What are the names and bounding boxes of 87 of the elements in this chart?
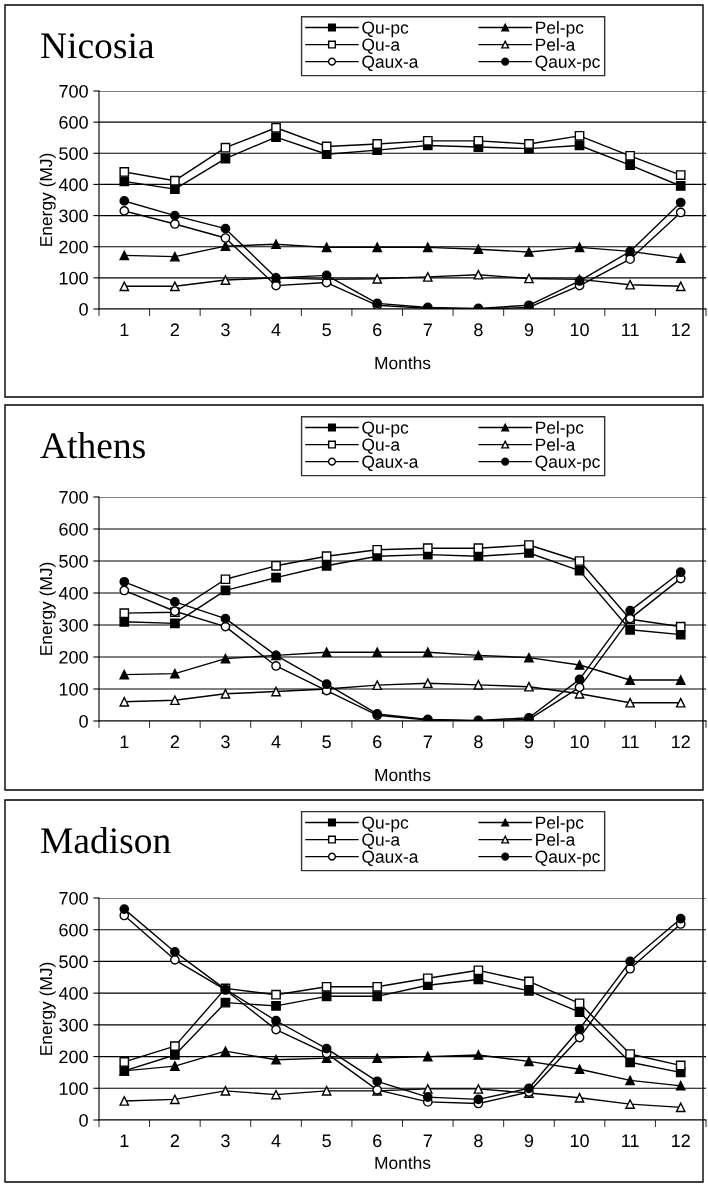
x-tick-label: 7 xyxy=(423,323,432,336)
y-tick-label: 700 xyxy=(59,490,88,504)
y-tick-label: 200 xyxy=(59,240,88,254)
y-tick-label: 700 xyxy=(59,84,88,98)
x-tick-label: 12 xyxy=(672,323,690,336)
x-axis-title: Months xyxy=(375,356,431,370)
legend-label: Qu-pc xyxy=(362,21,409,38)
x-tick-label: 6 xyxy=(373,1134,382,1148)
x-tick-label: 2 xyxy=(170,735,179,748)
y-tick-label: 300 xyxy=(59,1018,88,1032)
y-tick-label: 0 xyxy=(79,1113,88,1127)
x-tick-label: 1 xyxy=(120,323,129,336)
x-tick-label: 5 xyxy=(322,323,331,337)
legend-label: Qaux-a xyxy=(362,55,419,71)
x-tick-label: 8 xyxy=(474,1134,483,1148)
y-axis-title: Energy (MJ) xyxy=(39,153,56,246)
legend-label: Qu-a xyxy=(362,438,401,454)
x-tick-label: 1 xyxy=(120,1134,129,1147)
y-tick-label: 700 xyxy=(59,891,88,905)
y-tick-label: 200 xyxy=(59,1050,88,1064)
legend-label: Qu-pc xyxy=(362,816,409,833)
y-tick-label: 100 xyxy=(59,271,88,285)
x-tick-label: 2 xyxy=(170,323,179,336)
x-tick-label: 12 xyxy=(672,735,690,748)
y-tick-label: 400 xyxy=(58,586,88,600)
y-tick-label: 500 xyxy=(59,955,88,969)
x-tick-label: 10 xyxy=(570,1134,589,1148)
x-tick-label: 7 xyxy=(423,1134,432,1147)
x-tick-label: 9 xyxy=(524,735,534,749)
x-tick-label: 7 xyxy=(423,735,432,748)
y-tick-label: 300 xyxy=(59,618,88,632)
y-tick-label: 400 xyxy=(58,178,88,192)
x-tick-label: 8 xyxy=(474,735,483,749)
legend-label: Qaux-a xyxy=(362,455,419,471)
legend-label: Qaux-a xyxy=(362,850,419,866)
y-tick-label: 100 xyxy=(59,682,88,696)
legend-label: Qaux-pc xyxy=(535,850,600,867)
legend-label: Qu-pc xyxy=(362,421,409,438)
x-tick-label: 12 xyxy=(672,1134,690,1147)
legend-label: Qu-a xyxy=(362,38,401,54)
x-tick-label: 4 xyxy=(271,1134,281,1147)
chart-title: Nicosia xyxy=(41,33,155,59)
x-tick-label: 3 xyxy=(221,323,230,337)
y-tick-label: 400 xyxy=(58,987,88,1000)
x-tick-label: 9 xyxy=(524,1134,534,1148)
x-tick-label: 6 xyxy=(373,735,382,749)
legend-label: Pel-a xyxy=(536,38,576,51)
y-tick-label: 600 xyxy=(59,116,88,129)
x-tick-label: 3 xyxy=(221,735,230,749)
legend-label: Qu-a xyxy=(362,833,401,849)
x-tick-label: 2 xyxy=(170,1134,179,1147)
x-axis-title: Months xyxy=(375,768,431,782)
y-tick-label: 600 xyxy=(59,923,88,937)
legend-label: Pel-pc xyxy=(536,816,584,833)
y-tick-label: 0 xyxy=(79,714,88,728)
y-tick-label: 500 xyxy=(59,554,88,568)
chart-title: Madison xyxy=(41,827,171,854)
x-tick-label: 10 xyxy=(570,323,589,337)
x-axis-title: Months xyxy=(375,1156,431,1170)
legend-label: Pel-a xyxy=(536,438,576,451)
x-tick-label: 5 xyxy=(322,735,331,749)
legend-label: Qaux-pc xyxy=(535,55,600,72)
x-tick-label: 5 xyxy=(322,1134,331,1148)
y-tick-label: 300 xyxy=(59,209,88,223)
x-tick-label: 11 xyxy=(622,1134,639,1147)
y-axis-title: Energy (MJ) xyxy=(39,562,56,655)
y-tick-label: 0 xyxy=(79,302,88,316)
legend-label: Pel-pc xyxy=(536,421,584,438)
x-tick-label: 4 xyxy=(271,323,281,336)
x-tick-label: 9 xyxy=(524,323,534,337)
x-tick-label: 1 xyxy=(120,735,129,748)
y-tick-label: 100 xyxy=(59,1082,88,1096)
y-axis-title: Energy (MJ) xyxy=(39,962,56,1055)
x-tick-label: 11 xyxy=(622,323,639,336)
legend-label: Pel-a xyxy=(536,833,576,846)
y-tick-label: 200 xyxy=(59,650,88,664)
x-tick-label: 11 xyxy=(622,735,639,748)
x-tick-label: 10 xyxy=(570,735,589,749)
x-tick-label: 4 xyxy=(271,735,281,748)
chart-title: Athens xyxy=(40,432,145,459)
y-tick-label: 500 xyxy=(59,147,88,161)
x-tick-label: 3 xyxy=(221,1134,230,1148)
legend-label: Pel-pc xyxy=(536,21,584,38)
x-tick-label: 8 xyxy=(474,323,483,337)
y-tick-label: 600 xyxy=(59,522,88,536)
legend-label: Qaux-pc xyxy=(535,455,600,472)
x-tick-label: 6 xyxy=(373,323,382,337)
